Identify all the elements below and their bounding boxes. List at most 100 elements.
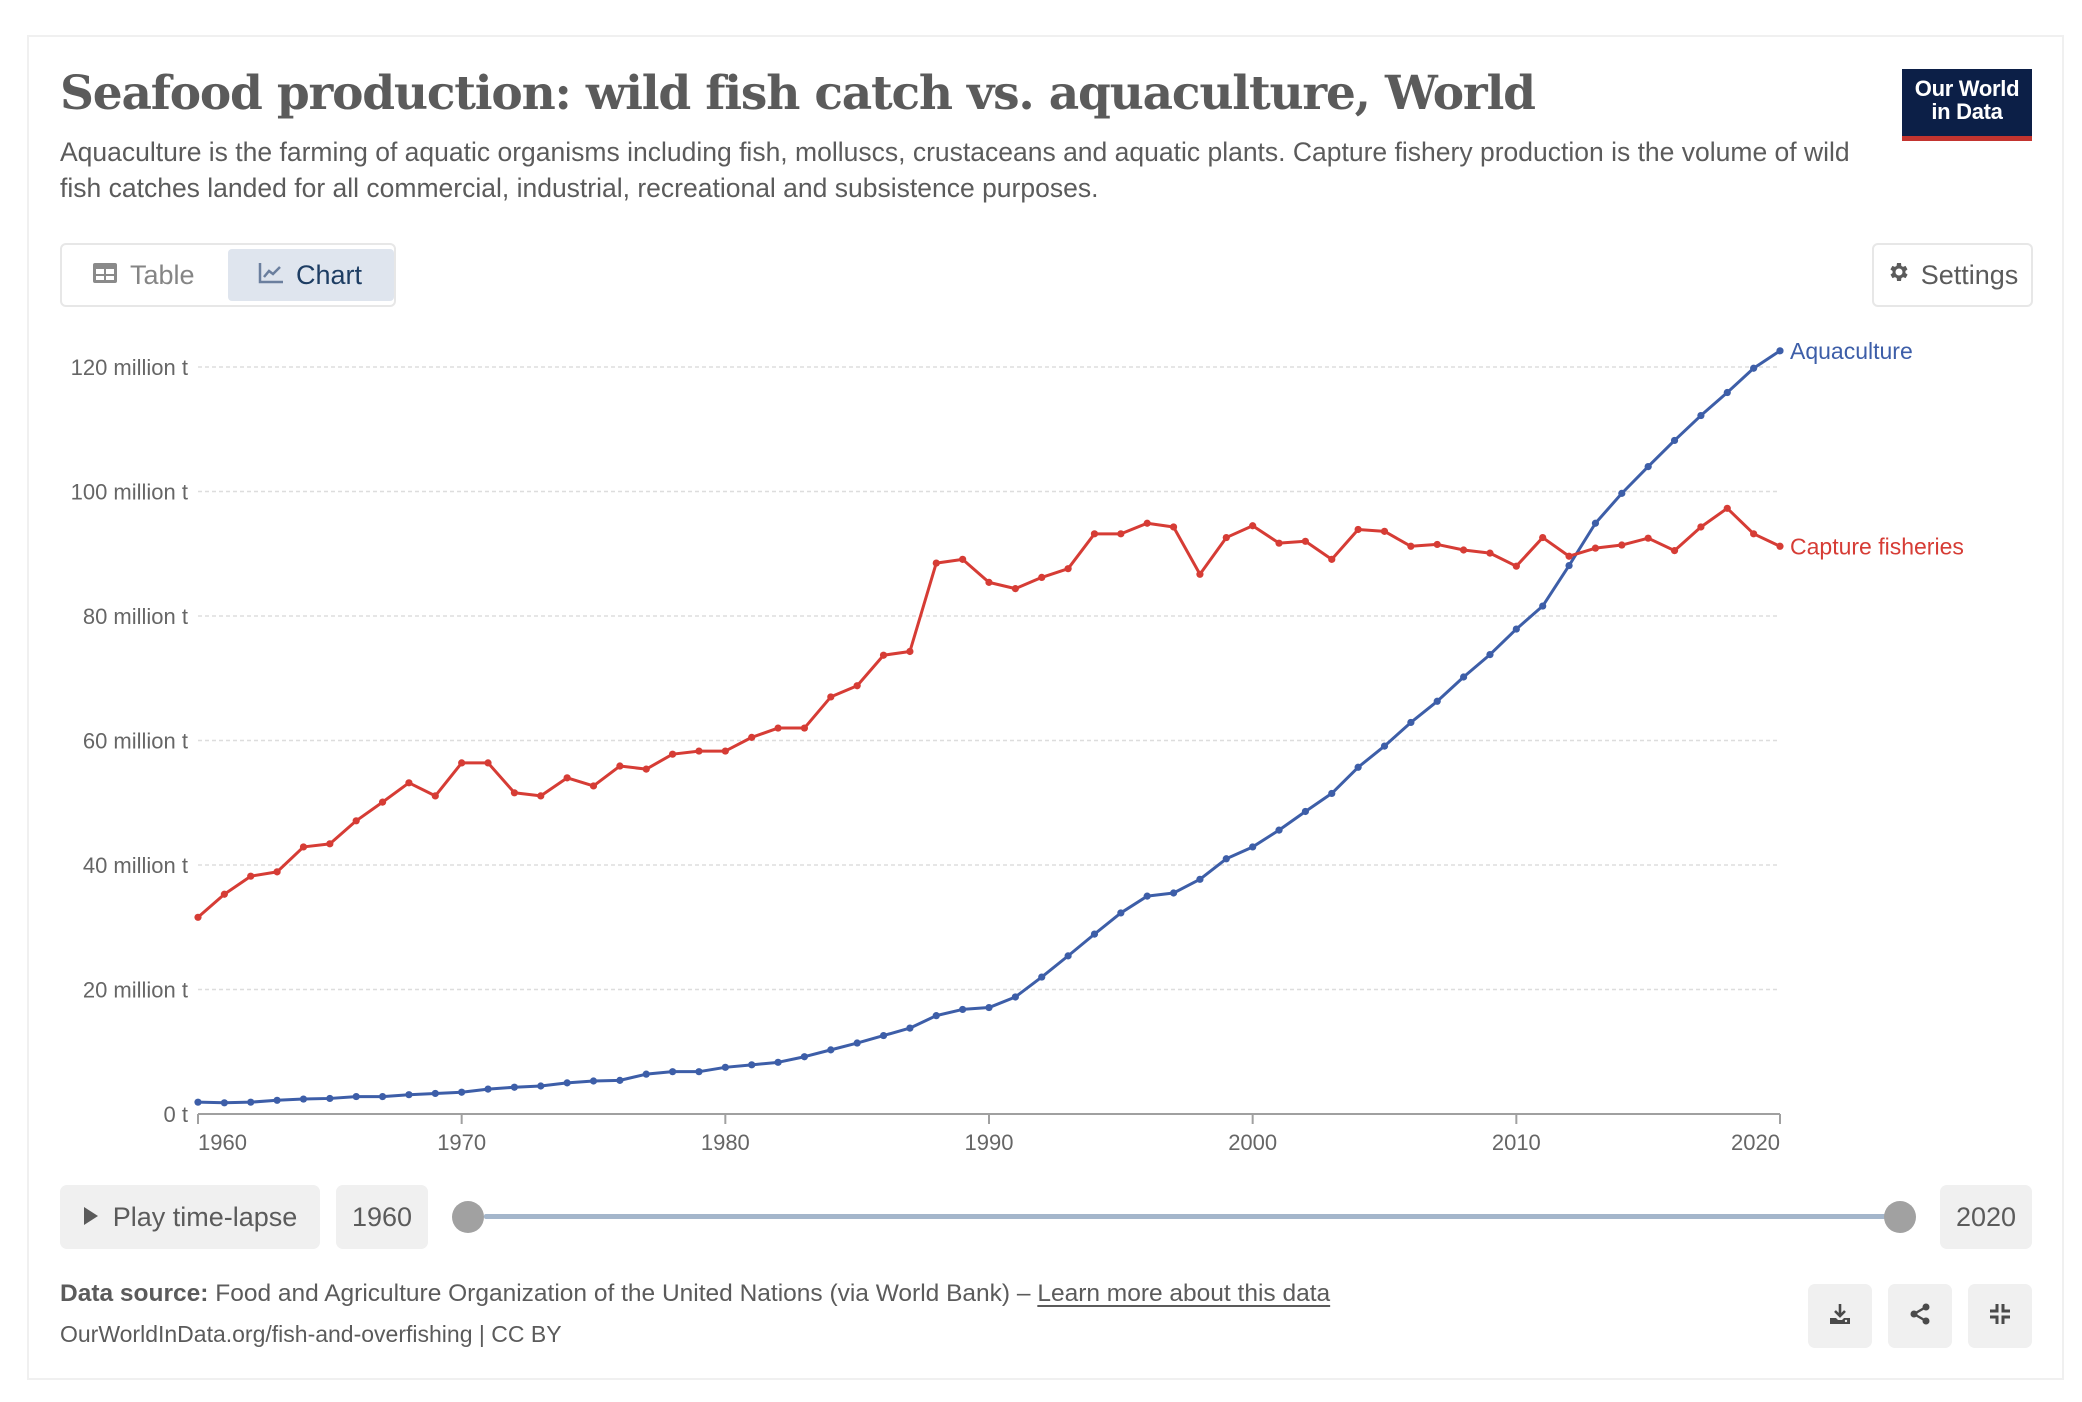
series-label[interactable]: Aquaculture — [1790, 338, 1913, 364]
data-point[interactable] — [563, 1079, 571, 1087]
data-point[interactable] — [1512, 625, 1520, 633]
data-point[interactable] — [537, 792, 545, 800]
data-point[interactable] — [1697, 523, 1705, 531]
data-point[interactable] — [1196, 875, 1204, 883]
data-point[interactable] — [1670, 547, 1679, 555]
data-point[interactable] — [1328, 555, 1336, 563]
data-point[interactable] — [853, 1039, 861, 1047]
data-point[interactable] — [1064, 565, 1072, 573]
data-point[interactable] — [1565, 561, 1573, 570]
data-point[interactable] — [1644, 534, 1652, 542]
data-point[interactable] — [1011, 993, 1019, 1001]
data-point[interactable] — [1486, 650, 1494, 659]
timeline-start-handle[interactable] — [452, 1201, 484, 1233]
data-point[interactable] — [616, 762, 624, 770]
data-point[interactable] — [985, 1003, 993, 1012]
data-point[interactable] — [1618, 541, 1626, 549]
data-point[interactable] — [458, 759, 466, 767]
data-point[interactable] — [879, 651, 888, 659]
data-point[interactable] — [827, 1046, 835, 1054]
data-point[interactable] — [1090, 930, 1099, 938]
series-label[interactable]: Capture fisheries — [1790, 533, 1964, 559]
learn-more-link[interactable]: Learn more about this data — [1037, 1280, 1331, 1307]
data-point[interactable] — [774, 724, 782, 732]
data-point[interactable] — [537, 1082, 545, 1090]
data-point[interactable] — [1460, 673, 1468, 681]
data-point[interactable] — [985, 578, 993, 586]
data-point[interactable] — [1222, 533, 1230, 542]
data-point[interactable] — [1618, 489, 1626, 497]
data-point[interactable] — [932, 1012, 940, 1020]
data-point[interactable] — [431, 792, 439, 800]
data-point[interactable] — [1196, 570, 1204, 578]
data-point[interactable] — [194, 1098, 202, 1106]
data-point[interactable] — [906, 647, 914, 656]
data-point[interactable] — [405, 779, 413, 787]
data-point[interactable] — [616, 1076, 624, 1084]
data-point[interactable] — [1354, 763, 1362, 771]
data-point[interactable] — [827, 693, 835, 701]
tab-table[interactable]: Table — [92, 249, 195, 301]
data-point[interactable] — [1776, 542, 1784, 550]
data-point[interactable] — [1275, 826, 1283, 834]
data-point[interactable] — [1539, 533, 1547, 542]
data-point[interactable] — [1460, 546, 1468, 554]
download-button[interactable] — [1808, 1284, 1872, 1348]
data-point[interactable] — [510, 1083, 518, 1091]
data-point[interactable] — [1750, 364, 1758, 372]
data-point[interactable] — [1644, 463, 1652, 471]
data-point[interactable] — [1222, 855, 1230, 863]
data-point[interactable] — [273, 868, 281, 876]
data-point[interactable] — [194, 913, 202, 921]
data-point[interactable] — [1301, 807, 1309, 816]
data-point[interactable] — [326, 840, 334, 848]
data-point[interactable] — [1591, 519, 1600, 527]
data-point[interactable] — [247, 1098, 255, 1106]
data-point[interactable] — [484, 759, 492, 767]
data-point[interactable] — [1723, 504, 1731, 512]
data-point[interactable] — [1117, 909, 1125, 917]
data-point[interactable] — [669, 1068, 677, 1076]
data-point[interactable] — [1380, 742, 1389, 750]
data-point[interactable] — [378, 1092, 387, 1101]
share-button[interactable] — [1888, 1284, 1952, 1348]
play-timelapse-button[interactable]: Play time-lapse — [60, 1185, 320, 1249]
data-point[interactable] — [1407, 718, 1415, 727]
data-point[interactable] — [959, 555, 967, 563]
data-point[interactable] — [1275, 539, 1283, 547]
data-point[interactable] — [800, 724, 809, 732]
data-point[interactable] — [1169, 523, 1178, 531]
data-point[interactable] — [748, 1061, 756, 1069]
data-point[interactable] — [1117, 530, 1125, 538]
data-point[interactable] — [800, 1053, 809, 1061]
data-point[interactable] — [1249, 843, 1257, 851]
end-year-label[interactable]: 2020 — [1940, 1185, 2032, 1249]
data-point[interactable] — [1143, 519, 1151, 527]
data-point[interactable] — [695, 1068, 703, 1076]
data-point[interactable] — [589, 782, 598, 790]
data-point[interactable] — [405, 1091, 413, 1099]
data-point[interactable] — [1380, 527, 1389, 535]
data-point[interactable] — [1038, 573, 1046, 582]
data-point[interactable] — [906, 1024, 914, 1032]
data-point[interactable] — [220, 890, 228, 898]
data-point[interactable] — [1433, 697, 1441, 705]
data-point[interactable] — [247, 872, 255, 880]
timeline-end-handle[interactable] — [1884, 1201, 1916, 1233]
data-point[interactable] — [879, 1031, 888, 1040]
data-point[interactable] — [1354, 525, 1362, 534]
series-line[interactable] — [197, 506, 1781, 919]
data-point[interactable] — [642, 1070, 650, 1078]
data-point[interactable] — [932, 559, 940, 567]
data-point[interactable] — [1328, 789, 1336, 798]
data-point[interactable] — [352, 817, 360, 825]
data-point[interactable] — [273, 1096, 281, 1104]
start-year-label[interactable]: 1960 — [336, 1185, 428, 1249]
data-point[interactable] — [774, 1058, 782, 1066]
data-point[interactable] — [1301, 537, 1309, 545]
data-point[interactable] — [326, 1094, 334, 1103]
data-point[interactable] — [352, 1092, 360, 1101]
data-point[interactable] — [299, 843, 308, 851]
data-point[interactable] — [1670, 436, 1679, 445]
data-point[interactable] — [721, 1063, 729, 1071]
